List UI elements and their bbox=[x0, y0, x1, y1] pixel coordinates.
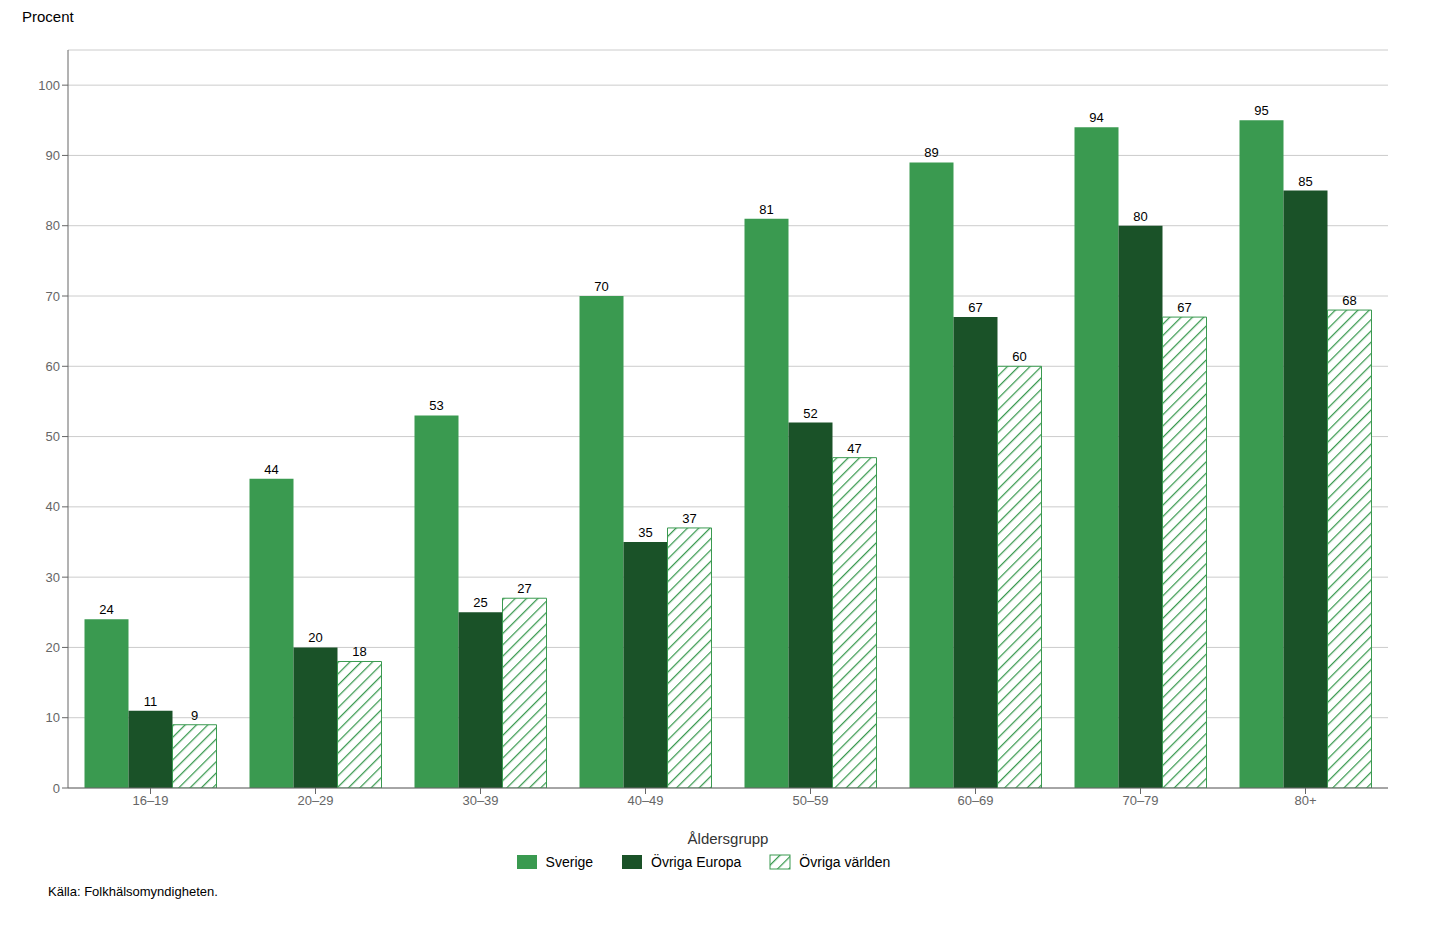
svg-text:11: 11 bbox=[144, 694, 158, 709]
svg-text:37: 37 bbox=[682, 511, 696, 526]
html-text:Övriga världen: Övriga världen bbox=[799, 854, 891, 870]
html-text:Källa: Folkhälsomyndigheten.: Källa: Folkhälsomyndigheten. bbox=[48, 884, 218, 899]
svg-text:90: 90 bbox=[46, 148, 60, 163]
svg-text:20: 20 bbox=[46, 640, 60, 655]
html-text:Procent: Procent bbox=[22, 8, 74, 25]
svg-text:20–29: 20–29 bbox=[297, 793, 333, 808]
svg-text:89: 89 bbox=[924, 145, 938, 160]
svg-text:30–39: 30–39 bbox=[462, 793, 498, 808]
svg-text:60: 60 bbox=[46, 359, 60, 374]
svg-text:47: 47 bbox=[847, 441, 861, 456]
svg-text:70: 70 bbox=[594, 279, 608, 294]
svg-text:40: 40 bbox=[46, 499, 60, 514]
svg-text:24: 24 bbox=[99, 602, 113, 617]
svg-text:25: 25 bbox=[473, 595, 487, 610]
svg-text:94: 94 bbox=[1089, 110, 1103, 125]
svg-text:60–69: 60–69 bbox=[957, 793, 993, 808]
svg-text:60: 60 bbox=[1012, 349, 1026, 364]
svg-text:10: 10 bbox=[46, 710, 60, 725]
svg-text:80+: 80+ bbox=[1294, 793, 1316, 808]
svg-text:40–49: 40–49 bbox=[627, 793, 663, 808]
svg-text:67: 67 bbox=[1177, 300, 1191, 315]
svg-text:35: 35 bbox=[638, 525, 652, 540]
svg-text:27: 27 bbox=[517, 581, 531, 596]
svg-text:85: 85 bbox=[1298, 174, 1312, 189]
svg-text:18: 18 bbox=[352, 644, 366, 659]
svg-text:50: 50 bbox=[46, 429, 60, 444]
svg-text:44: 44 bbox=[264, 462, 278, 477]
svg-text:70–79: 70–79 bbox=[1122, 793, 1158, 808]
svg-text:30: 30 bbox=[46, 570, 60, 585]
svg-text:81: 81 bbox=[759, 202, 773, 217]
svg-text:80: 80 bbox=[1133, 209, 1147, 224]
svg-text:0: 0 bbox=[53, 781, 60, 796]
svg-text:70: 70 bbox=[46, 289, 60, 304]
svg-text:50–59: 50–59 bbox=[792, 793, 828, 808]
html-text:Sverige: Sverige bbox=[545, 854, 594, 870]
svg-text:52: 52 bbox=[803, 406, 817, 421]
svg-text:95: 95 bbox=[1254, 103, 1268, 118]
svg-text:16–19: 16–19 bbox=[132, 793, 168, 808]
svg-text:80: 80 bbox=[46, 218, 60, 233]
html-text:Övriga Europa: Övriga Europa bbox=[651, 854, 742, 870]
svg-text:68: 68 bbox=[1342, 293, 1356, 308]
svg-text:Åldersgrupp: Åldersgrupp bbox=[688, 830, 769, 847]
svg-text:9: 9 bbox=[191, 708, 198, 723]
svg-text:20: 20 bbox=[308, 630, 322, 645]
svg-text:67: 67 bbox=[968, 300, 982, 315]
svg-text:53: 53 bbox=[429, 398, 443, 413]
svg-text:100: 100 bbox=[38, 78, 60, 93]
